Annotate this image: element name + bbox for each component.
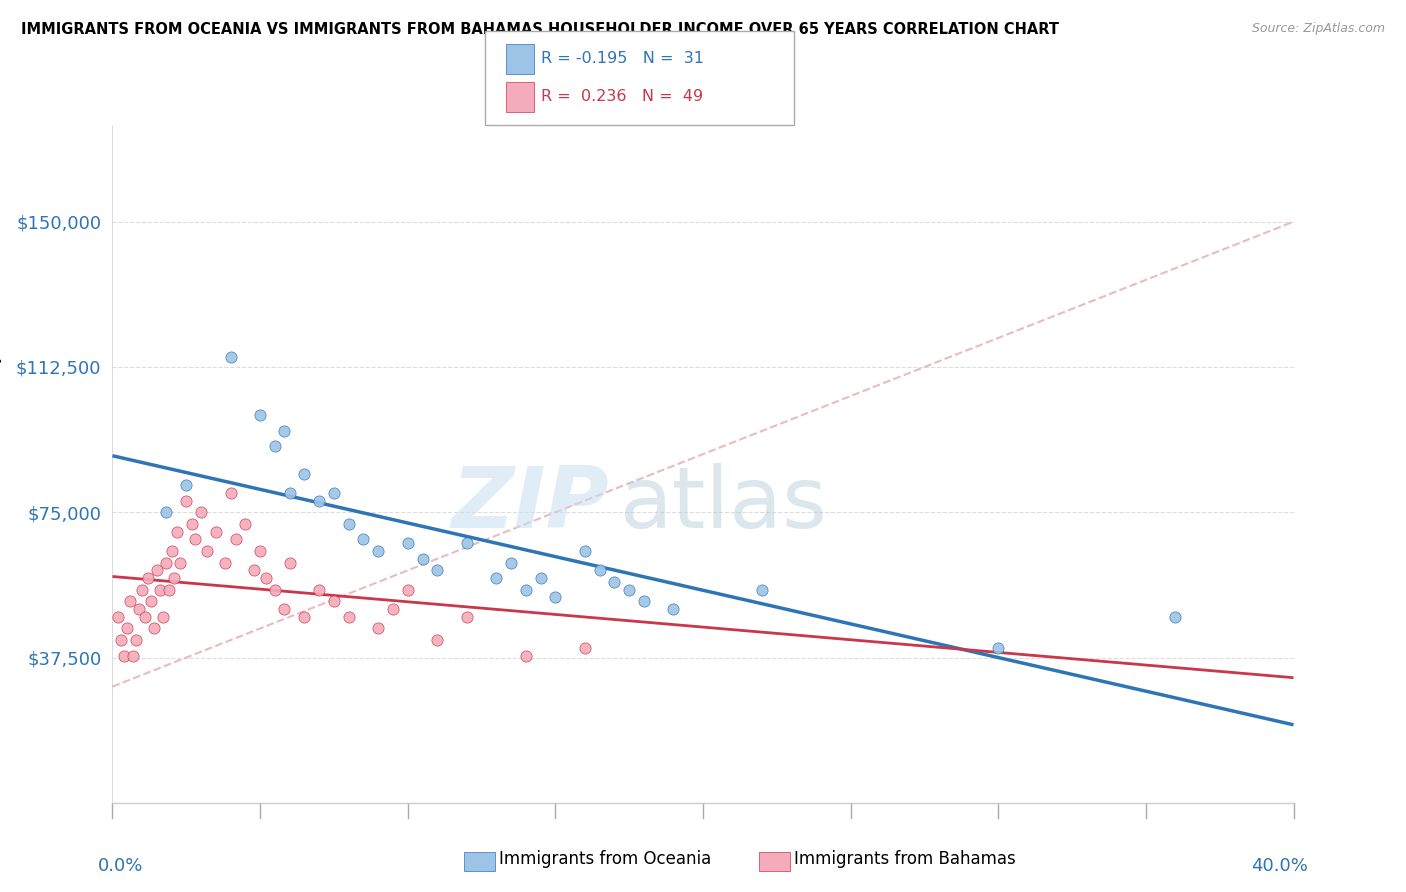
Point bbox=[574, 544, 596, 558]
Point bbox=[214, 556, 236, 570]
Point bbox=[323, 486, 346, 500]
Point bbox=[619, 582, 641, 597]
Point bbox=[544, 591, 567, 605]
Point bbox=[142, 622, 165, 636]
Point bbox=[396, 536, 419, 550]
Point bbox=[219, 351, 242, 365]
Point bbox=[588, 563, 610, 577]
Point bbox=[122, 648, 145, 663]
Text: IMMIGRANTS FROM OCEANIA VS IMMIGRANTS FROM BAHAMAS HOUSEHOLDER INCOME OVER 65 YE: IMMIGRANTS FROM OCEANIA VS IMMIGRANTS FR… bbox=[21, 22, 1059, 37]
Point bbox=[181, 516, 204, 531]
Point bbox=[155, 505, 177, 519]
Point bbox=[292, 467, 315, 481]
Text: Immigrants from Bahamas: Immigrants from Bahamas bbox=[794, 850, 1017, 868]
Point bbox=[195, 544, 218, 558]
Point bbox=[456, 536, 478, 550]
Point bbox=[529, 571, 551, 585]
Point bbox=[323, 594, 346, 608]
Text: atlas: atlas bbox=[620, 463, 828, 546]
Point bbox=[308, 493, 330, 508]
Point bbox=[662, 602, 685, 616]
Point bbox=[249, 409, 271, 423]
Point bbox=[352, 533, 374, 547]
Point bbox=[273, 602, 295, 616]
Point bbox=[987, 640, 1010, 655]
Point bbox=[1164, 610, 1187, 624]
Point bbox=[112, 648, 135, 663]
Point bbox=[278, 486, 301, 500]
Point bbox=[396, 582, 419, 597]
Y-axis label: Householder Income Over 65 years: Householder Income Over 65 years bbox=[0, 317, 1, 611]
Point bbox=[367, 544, 389, 558]
Point bbox=[219, 486, 242, 500]
Point bbox=[128, 602, 150, 616]
Point bbox=[146, 563, 169, 577]
Point bbox=[515, 648, 537, 663]
Point bbox=[278, 556, 301, 570]
Point bbox=[107, 610, 129, 624]
Point bbox=[411, 551, 433, 566]
Point bbox=[382, 602, 405, 616]
Point bbox=[205, 524, 228, 539]
Point bbox=[501, 556, 523, 570]
Point bbox=[152, 610, 174, 624]
Point bbox=[292, 610, 315, 624]
Text: 0.0%: 0.0% bbox=[98, 857, 143, 875]
Point bbox=[337, 610, 360, 624]
Point bbox=[169, 556, 191, 570]
Point bbox=[264, 439, 287, 453]
Text: ZIP: ZIP bbox=[451, 463, 609, 546]
Text: Immigrants from Oceania: Immigrants from Oceania bbox=[499, 850, 711, 868]
Point bbox=[249, 544, 271, 558]
Point bbox=[139, 594, 162, 608]
Point bbox=[426, 633, 449, 648]
Point bbox=[337, 516, 360, 531]
Point bbox=[273, 424, 295, 438]
Point bbox=[174, 478, 197, 492]
Point bbox=[149, 582, 172, 597]
Point bbox=[134, 610, 156, 624]
Point bbox=[574, 640, 596, 655]
Point bbox=[174, 493, 197, 508]
Point bbox=[157, 582, 180, 597]
Point bbox=[184, 533, 207, 547]
Point bbox=[166, 524, 188, 539]
Point bbox=[120, 594, 142, 608]
Point bbox=[308, 582, 330, 597]
Text: 40.0%: 40.0% bbox=[1251, 857, 1309, 875]
Point bbox=[160, 544, 183, 558]
Text: R = -0.195   N =  31: R = -0.195 N = 31 bbox=[541, 51, 704, 66]
Point bbox=[456, 610, 478, 624]
Point bbox=[515, 582, 537, 597]
Point bbox=[751, 582, 773, 597]
Point bbox=[110, 633, 132, 648]
Point bbox=[426, 563, 449, 577]
Point bbox=[117, 622, 138, 636]
Point bbox=[225, 533, 247, 547]
Point bbox=[254, 571, 277, 585]
Point bbox=[233, 516, 256, 531]
Point bbox=[367, 622, 389, 636]
Point bbox=[633, 594, 655, 608]
Point bbox=[243, 563, 266, 577]
Point bbox=[155, 556, 177, 570]
Point bbox=[485, 571, 508, 585]
Point bbox=[264, 582, 287, 597]
Text: Source: ZipAtlas.com: Source: ZipAtlas.com bbox=[1251, 22, 1385, 36]
Point bbox=[125, 633, 148, 648]
Point bbox=[163, 571, 186, 585]
Point bbox=[131, 582, 153, 597]
Point bbox=[603, 574, 626, 589]
Point bbox=[136, 571, 159, 585]
Point bbox=[190, 505, 212, 519]
Text: R =  0.236   N =  49: R = 0.236 N = 49 bbox=[541, 89, 703, 104]
